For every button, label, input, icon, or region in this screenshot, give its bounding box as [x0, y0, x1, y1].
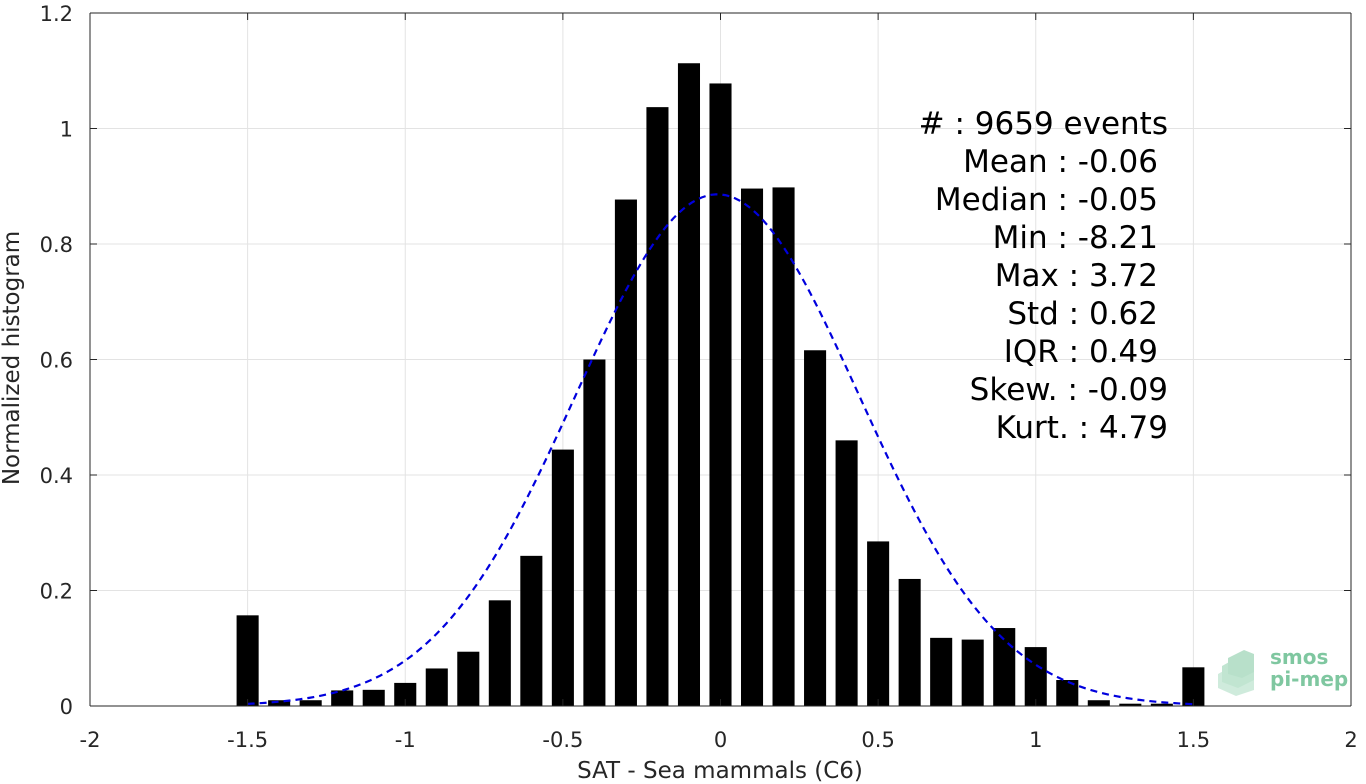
x-axis-label: SAT - Sea mammals (C6) — [577, 758, 863, 784]
histogram-bar — [268, 700, 291, 706]
y-tick-label: 0.6 — [40, 349, 73, 373]
x-tick-label: 2 — [1344, 728, 1357, 752]
axes-layer — [89, 12, 1352, 707]
tick-labels: -2 -1.5 -1 -0.5 0 0.5 1 1.5 2 0 0.2 0.4 0.6 0.8 1 1.2 — [40, 2, 1358, 752]
histogram-bar — [583, 359, 606, 706]
stat-max: Max : 3.72 — [995, 258, 1158, 294]
x-tick-label: -2 — [80, 728, 101, 752]
stat-kurt: Kurt. : 4.79 — [996, 410, 1168, 446]
histogram-bar — [614, 199, 637, 706]
histogram-bar — [488, 600, 511, 706]
y-tick-label: 0.8 — [40, 233, 73, 257]
stat-median: Median : -0.05 — [935, 182, 1158, 218]
x-tick-label: 1 — [1029, 728, 1042, 752]
logo-line1: smos — [1270, 646, 1328, 669]
x-tick-label: 0 — [714, 728, 727, 752]
histogram-bar — [362, 689, 385, 706]
x-tick-label: 1.5 — [1177, 728, 1210, 752]
y-tick-label: 1 — [60, 118, 73, 142]
x-tick-label: -1.5 — [227, 728, 268, 752]
histogram-bar — [961, 639, 984, 706]
stat-mean: Mean : -0.06 — [963, 144, 1158, 180]
histogram-bar — [457, 651, 480, 706]
histogram-bar — [835, 440, 858, 706]
histogram-bar — [1056, 680, 1079, 706]
histogram-bar — [867, 541, 890, 706]
stat-iqr: IQR : 0.49 — [1004, 334, 1158, 370]
histogram-bar — [1024, 647, 1047, 706]
y-tick-label: 1.2 — [40, 2, 73, 26]
stat-std: Std : 0.62 — [1007, 296, 1158, 332]
statistics-annotation: # : 9659 events Mean : -0.06 Median : -0… — [919, 106, 1168, 446]
histogram-bar — [709, 83, 732, 706]
y-axis-label: Normalized histogram — [0, 231, 25, 485]
y-tick-label: 0 — [60, 695, 73, 719]
smos-pimep-logo: smos pi-mep — [1218, 646, 1348, 696]
histogram-bar — [1150, 703, 1173, 706]
histogram-bar — [930, 637, 953, 706]
logo-emblem-icon — [1218, 650, 1254, 696]
histogram-bar — [520, 555, 543, 706]
histogram-bar — [425, 668, 448, 706]
histogram-bar — [331, 690, 354, 706]
stat-events: # : 9659 events — [919, 106, 1168, 142]
y-tick-label: 0.4 — [40, 464, 73, 488]
histogram-bar — [677, 63, 701, 707]
histogram-bar — [551, 449, 574, 706]
stat-skew: Skew. : -0.09 — [970, 372, 1168, 408]
x-tick-label: -0.5 — [542, 728, 583, 752]
bars-layer — [236, 63, 1205, 707]
histogram-bar — [1182, 667, 1205, 706]
y-tick-label: 0.2 — [40, 580, 73, 604]
x-tick-label: 0.5 — [861, 728, 894, 752]
histogram-bar — [993, 628, 1016, 706]
stat-min: Min : -8.21 — [993, 220, 1158, 256]
histogram-bar — [898, 578, 921, 706]
histogram-bar — [1119, 703, 1142, 706]
histogram-bar — [1087, 700, 1110, 706]
histogram-bar — [394, 682, 417, 706]
histogram-bar — [236, 615, 259, 706]
histogram-bar — [772, 187, 795, 706]
x-tick-label: -1 — [395, 728, 416, 752]
histogram-bar — [804, 350, 827, 706]
logo-line2: pi-mep — [1270, 667, 1348, 691]
histogram-bar — [740, 188, 764, 706]
histogram-bar — [646, 107, 669, 706]
histogram-bar — [299, 700, 322, 706]
